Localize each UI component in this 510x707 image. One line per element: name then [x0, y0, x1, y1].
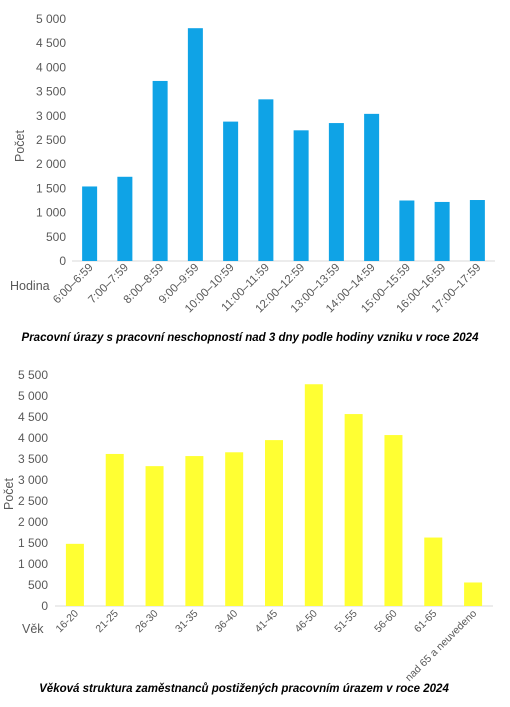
- age-category-label: 51-55: [332, 608, 360, 636]
- hour-chart: Počet Hodina Pracovní úrazy s pracovní n…: [10, 12, 495, 344]
- age-bar: [265, 440, 283, 606]
- age-bar: [145, 466, 164, 606]
- age-bar: [464, 582, 483, 606]
- hour-bar: [399, 200, 415, 261]
- hour-ytick-label: 3 500: [36, 85, 66, 99]
- age-category-label: nad 65 a neuvedeno: [403, 608, 479, 684]
- age-bar: [424, 537, 443, 606]
- hour-ytick-label: 1 500: [36, 181, 66, 195]
- hour-bar: [82, 186, 98, 261]
- hour-bar: [469, 200, 485, 261]
- age-ytick-label: 500: [28, 578, 48, 592]
- hour-ytick-label: 0: [59, 254, 66, 268]
- age-category-label: 46-50: [292, 608, 320, 636]
- age-chart-ylabel: Počet: [2, 477, 16, 509]
- age-bar: [344, 414, 363, 606]
- age-chart-caption: Věková struktura zaměstnanců postižených…: [39, 683, 449, 695]
- hour-ytick-label: 5 000: [36, 12, 66, 26]
- age-bar: [105, 453, 124, 606]
- age-bar: [65, 543, 84, 606]
- age-bar: [384, 435, 403, 606]
- hour-chart-xlabel: Hodina: [10, 279, 50, 293]
- age-category-label: 61-65: [412, 608, 440, 636]
- hour-bar: [152, 80, 168, 262]
- hour-bar: [434, 201, 450, 261]
- hour-bar: [364, 113, 380, 261]
- age-ytick-label: 1 000: [18, 557, 48, 571]
- hour-ytick-label: 4 500: [36, 36, 66, 50]
- hour-ytick-label: 2 000: [36, 157, 66, 171]
- age-ytick-label: 5 000: [18, 389, 48, 403]
- age-category-label: 31-35: [173, 608, 201, 636]
- hour-ytick-label: 500: [46, 230, 66, 244]
- hour-bar: [187, 28, 203, 261]
- age-category-label: 16-20: [54, 608, 82, 636]
- hour-ytick-label: 2 500: [36, 133, 66, 147]
- hour-ytick-label: 1 000: [36, 206, 66, 220]
- age-bar: [225, 452, 244, 606]
- age-ytick-label: 4 500: [18, 410, 48, 424]
- age-ytick-label: 5 500: [18, 368, 48, 382]
- hour-ytick-label: 3 000: [36, 109, 66, 123]
- hour-bar: [258, 99, 274, 262]
- age-ytick-label: 2 000: [18, 515, 48, 529]
- age-ytick-label: 3 000: [18, 473, 48, 487]
- age-bar: [185, 456, 204, 606]
- age-category-label: 26-30: [133, 608, 161, 636]
- age-ytick-label: 2 500: [18, 494, 48, 508]
- hour-bar: [328, 123, 344, 261]
- age-category-label: 36-40: [213, 608, 241, 636]
- hour-bar: [223, 121, 239, 261]
- hour-bar: [293, 130, 309, 261]
- hour-chart-caption: Pracovní úrazy s pracovní neschopností n…: [22, 332, 480, 344]
- age-chart-xlabel: Věk: [22, 622, 44, 636]
- age-ytick-label: 0: [41, 599, 48, 613]
- age-category-label: 21-25: [93, 608, 121, 636]
- age-bar: [304, 384, 323, 606]
- age-chart: Počet Věk Věková struktura zaměstnanců p…: [2, 368, 493, 695]
- age-ytick-label: 4 000: [18, 431, 48, 445]
- age-category-label: 41-45: [253, 608, 281, 636]
- hour-bar: [117, 176, 133, 261]
- age-ytick-label: 1 500: [18, 536, 48, 550]
- age-ytick-label: 3 500: [18, 452, 48, 466]
- hour-chart-ylabel: Počet: [13, 129, 27, 161]
- age-category-label: 56-60: [372, 608, 400, 636]
- hour-ytick-label: 4 000: [36, 60, 66, 74]
